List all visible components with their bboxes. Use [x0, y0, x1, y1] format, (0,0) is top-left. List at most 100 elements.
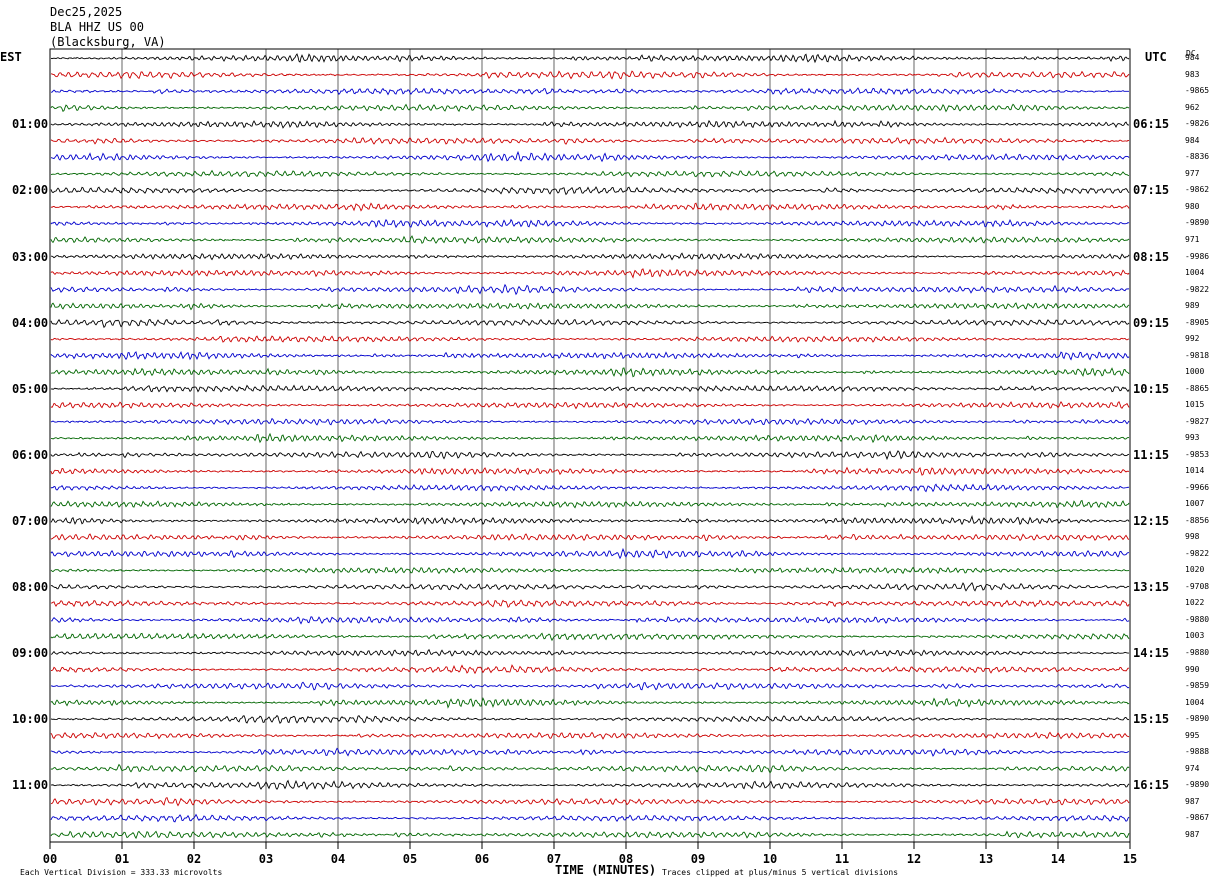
dc-offset-value: 1022: [1185, 598, 1205, 608]
dc-offset-value: 980: [1185, 201, 1200, 211]
trace-line: [50, 218, 1130, 229]
est-hour-label: 10:00: [12, 712, 49, 727]
x-axis-title: TIME (MINUTES): [555, 863, 657, 877]
minute-tick-label: 02: [186, 852, 202, 866]
dc-offset-value: 992: [1185, 334, 1200, 344]
trace-line: [50, 664, 1130, 675]
utc-hour-label: 08:15: [1133, 249, 1170, 264]
dc-offset-value: 990: [1185, 664, 1200, 674]
dc-offset-value: 1004: [1185, 697, 1205, 707]
trace-line: [50, 400, 1130, 410]
dc-offset-value: -9890: [1185, 780, 1210, 790]
dc-offset-value: -9966: [1185, 482, 1210, 492]
minute-tick-label: 13: [978, 852, 994, 866]
dc-offset-value: -9867: [1185, 813, 1210, 823]
dc-offset-value: 1004: [1185, 268, 1205, 278]
minute-tick-label: 10: [762, 852, 778, 866]
trace-line: [50, 283, 1130, 296]
trace-line: [50, 186, 1130, 196]
dc-offset-value: 989: [1185, 301, 1200, 311]
minute-tick-label: 05: [402, 852, 418, 866]
est-hour-label: 05:00: [12, 381, 49, 396]
minute-tick-label: 01: [114, 852, 130, 866]
minute-tick-label: 09: [690, 852, 706, 866]
dc-offset-value: -9890: [1185, 714, 1210, 724]
est-hour-label: 04:00: [12, 315, 49, 330]
trace-line: [50, 514, 1130, 526]
est-hour-label: 06:00: [12, 447, 49, 462]
trace-line: [50, 566, 1130, 575]
trace-line: [50, 252, 1130, 261]
trace-line: [50, 202, 1130, 212]
dc-offset-value: 971: [1185, 234, 1200, 244]
est-hour-label: 02:00: [12, 183, 49, 198]
est-hour-label: 09:00: [12, 646, 49, 660]
dc-offset-value: 993: [1185, 433, 1200, 443]
dc-offset-value: 962: [1185, 102, 1200, 112]
trace-line: [50, 714, 1130, 724]
utc-label: UTC: [1145, 50, 1167, 64]
utc-hour-label: 06:15: [1133, 117, 1170, 132]
header-station: BLA HHZ US 00: [50, 20, 144, 34]
dc-offset-value: -9822: [1185, 284, 1210, 294]
scale-note: Each Vertical Division = 333.33 microvol…: [20, 868, 223, 877]
dc-offset-value: -9890: [1185, 218, 1210, 228]
dc-offset-value: -9826: [1185, 119, 1210, 129]
utc-hour-label: 07:15: [1133, 183, 1170, 198]
utc-hour-label: 12:15: [1133, 513, 1170, 528]
est-hour-label: 08:00: [12, 579, 49, 594]
utc-hour-label: 09:15: [1133, 315, 1170, 330]
utc-hour-label: 15:15: [1133, 712, 1170, 727]
minute-tick-label: 11: [834, 852, 850, 866]
plot-frame: [49, 48, 1131, 843]
trace-line: [50, 599, 1130, 608]
trace-line: [50, 87, 1130, 96]
trace-line: [50, 350, 1130, 361]
dc-offset-value: 984: [1185, 135, 1200, 145]
minute-tick-label: 03: [258, 852, 274, 866]
trace-line: [50, 747, 1130, 757]
minute-tick-label: 12: [906, 852, 922, 866]
trace-line: [50, 830, 1130, 840]
utc-hour-label: 14:15: [1133, 646, 1170, 660]
trace-line: [50, 796, 1130, 807]
minute-tick-label: 14: [1050, 852, 1066, 866]
utc-hour-label: 11:15: [1133, 447, 1170, 462]
trace-line: [50, 432, 1130, 444]
dc-offset-value: 1014: [1185, 466, 1205, 476]
trace-line: [50, 499, 1130, 509]
trace-line: [50, 581, 1130, 592]
dc-offset-value: 1007: [1185, 499, 1205, 509]
dc-offset-value: -9880: [1185, 648, 1210, 657]
utc-hour-label: 16:15: [1133, 778, 1170, 793]
dc-offset-value: 1003: [1185, 631, 1205, 641]
trace-line: [50, 547, 1130, 560]
trace-line: [50, 169, 1130, 178]
trace-line: [50, 119, 1130, 129]
minute-tick-label: 08: [618, 852, 634, 866]
dc-label: DC: [1186, 49, 1196, 58]
dc-offset-value: -9859: [1185, 681, 1210, 691]
dc-offset-value: -8836: [1185, 152, 1210, 162]
trace-line: [50, 417, 1130, 426]
dc-offset-value: 977: [1185, 168, 1200, 178]
dc-offset-value: 984: [1185, 53, 1200, 63]
header-date: Dec25,2025: [50, 5, 123, 19]
dc-offset-value: -8856: [1185, 515, 1210, 525]
trace-line: [50, 384, 1130, 393]
dc-offset-value: -9865: [1185, 86, 1210, 96]
trace-line: [50, 268, 1130, 279]
trace-line: [50, 731, 1130, 740]
dc-offset-value: -9986: [1185, 251, 1210, 261]
est-hour-label: 11:00: [12, 778, 49, 793]
trace-line: [50, 53, 1130, 64]
trace-line: [50, 367, 1130, 378]
trace-line: [50, 335, 1130, 343]
trace-line: [50, 483, 1130, 493]
trace-line: [50, 681, 1130, 691]
clip-note: Traces clipped at plus/minus 5 vertical …: [662, 868, 899, 877]
est-hour-label: 01:00: [12, 117, 49, 132]
minute-tick-label: 04: [330, 852, 346, 866]
trace-line: [50, 466, 1130, 476]
